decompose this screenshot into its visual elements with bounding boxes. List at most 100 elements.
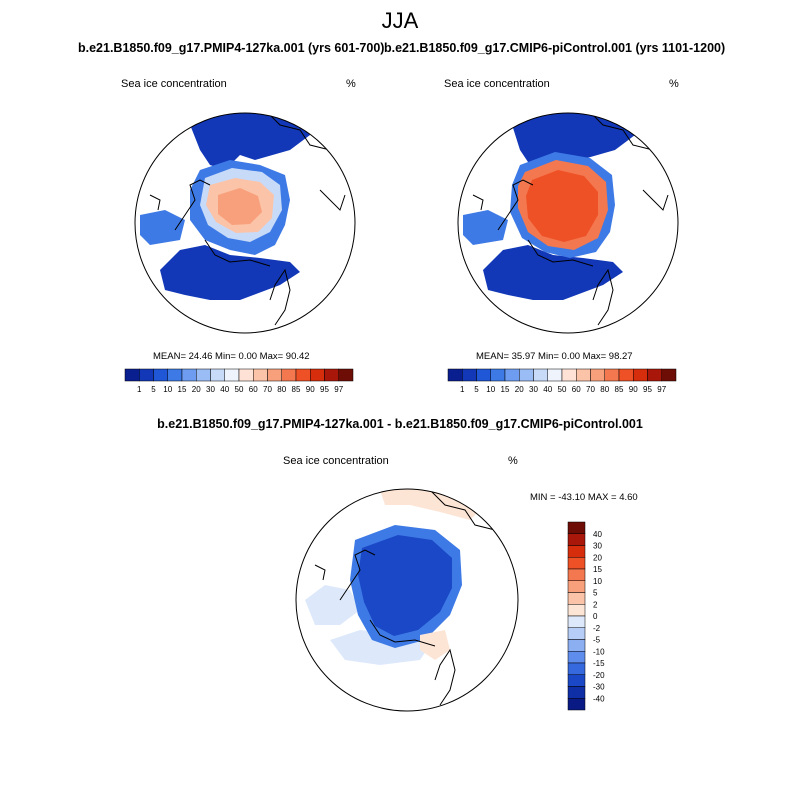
cbar2-swatch: [490, 368, 506, 382]
cbar3-tick-label: 15: [593, 565, 602, 574]
cbar2-swatch: [618, 368, 634, 382]
cbar3-swatch: [567, 674, 586, 687]
cbar2-tick-label: 85: [615, 385, 624, 394]
cbar1-tick-label: 60: [249, 385, 258, 394]
cbar1-tick-label: 5: [151, 385, 156, 394]
panel-2-title: b.e21.B1850.f09_g17.CMIP6-piControl.001 …: [384, 41, 726, 55]
cbar1-swatch: [124, 368, 140, 382]
cbar1-tick-label: 90: [306, 385, 315, 394]
cbar2-tick-label: 20: [515, 385, 524, 394]
cbar1-swatch: [196, 368, 211, 382]
cbar2-swatch: [661, 368, 677, 382]
cbar2-swatch: [447, 368, 463, 382]
cbar3-swatch: [567, 627, 586, 640]
panel-2-variable-label: Sea ice concentration: [444, 78, 550, 90]
cbar2-tick-label: 30: [529, 385, 538, 394]
p1-ice-baffin: [160, 245, 300, 300]
cbar1-tick-label: 10: [163, 385, 172, 394]
cbar1-tick-label: 20: [192, 385, 201, 394]
cbar1-swatch: [181, 368, 197, 382]
cbar3-swatch: [567, 686, 586, 699]
cbar1-tick-label: 30: [206, 385, 215, 394]
cbar3-tick-label: 40: [593, 530, 602, 539]
cbar2-tick-label: 80: [600, 385, 609, 394]
cbar2-tick-label: 95: [643, 385, 652, 394]
p2-ice-baffin: [483, 245, 623, 300]
panel-1-stats: MEAN= 24.46 Min= 0.00 Max= 90.42: [153, 351, 310, 362]
cbar2-swatch: [519, 368, 534, 382]
panel-1-variable-label: Sea ice concentration: [121, 78, 227, 90]
cbar1-swatch: [281, 368, 297, 382]
cbar2-tick-label: 10: [486, 385, 495, 394]
cbar2-swatch: [462, 368, 477, 382]
cbar1-tick-label: 97: [334, 385, 343, 394]
cbar3-tick-label: 5: [593, 589, 598, 598]
cbar2-swatch: [590, 368, 605, 382]
cbar1-swatch: [167, 368, 183, 382]
cbar3-swatch: [567, 545, 586, 558]
cbar3-tick-label: -20: [593, 671, 605, 680]
panel-3-title: b.e21.B1850.f09_g17.PMIP4-127ka.001 - b.…: [157, 417, 643, 431]
cbar3-swatch: [567, 580, 586, 593]
cbar2-swatch: [604, 368, 620, 382]
cbar3-tick-label: -30: [593, 683, 605, 692]
cbar2-tick-label: 40: [543, 385, 552, 394]
panel-3-map: [295, 488, 519, 712]
cbar1-swatch: [153, 368, 168, 382]
panel-2-units-label: %: [669, 78, 679, 90]
p2-ice-high: [526, 170, 598, 242]
cbar2-tick-label: 1: [460, 385, 465, 394]
p3-pos-east: [420, 630, 450, 660]
cbar3-swatch: [567, 604, 586, 617]
cbar3-tick-label: 10: [593, 577, 602, 586]
cbar2-swatch: [633, 368, 648, 382]
cbar1-tick-label: 70: [263, 385, 272, 394]
cbar1-tick-label: 95: [320, 385, 329, 394]
cbar1-swatch: [139, 368, 154, 382]
cbar1-swatch: [210, 368, 225, 382]
cbar3-tick-label: -2: [593, 624, 601, 633]
cbar3-tick-label: -40: [593, 694, 605, 703]
cbar1-tick-label: 80: [277, 385, 286, 394]
cbar1-tick-label: 1: [137, 385, 142, 394]
cbar3-tick-label: -15: [593, 659, 605, 668]
p1-ice-high: [218, 188, 262, 225]
cbar3-swatch: [567, 651, 586, 664]
p1-ice-hudson: [140, 210, 185, 245]
cbar2-tick-label: 5: [474, 385, 479, 394]
cbar3-swatch: [567, 568, 586, 581]
cbar3-tick-label: 30: [593, 542, 602, 551]
cbar1-swatch: [224, 368, 240, 382]
cbar3-swatch: [567, 592, 586, 605]
panel-1-units-label: %: [346, 78, 356, 90]
cbar2-tick-label: 97: [657, 385, 666, 394]
cbar1-swatch: [310, 368, 325, 382]
cbar2-swatch: [476, 368, 491, 382]
cbar3-swatch: [567, 615, 586, 628]
p3-light-baffin: [305, 585, 360, 625]
p3-core: [358, 535, 452, 636]
cbar3-tick-label: 2: [593, 600, 598, 609]
cbar1-swatch: [338, 368, 354, 382]
cbar3-tick-label: 20: [593, 553, 602, 562]
cbar2-swatch: [561, 368, 577, 382]
cbar3-swatch: [567, 557, 586, 570]
cbar1-tick-label: 85: [292, 385, 301, 394]
cbar2-tick-label: 15: [501, 385, 510, 394]
cbar2-tick-label: 60: [572, 385, 581, 394]
cbar2-swatch: [647, 368, 662, 382]
cbar2-tick-label: 70: [586, 385, 595, 394]
panel-3-stats: MIN = -43.10 MAX = 4.60: [530, 492, 638, 503]
cbar1-swatch: [238, 368, 254, 382]
cbar3-tick-label: 0: [593, 612, 598, 621]
cbar1-tick-label: 15: [178, 385, 187, 394]
panel-2-colorbar: 1 5 10 15 20 30 40 50 60 70 80 85 90 95 97: [447, 368, 677, 394]
panel-1-map: [134, 112, 356, 334]
cbar3-swatch: [567, 662, 586, 675]
cbar2-swatch: [576, 368, 591, 382]
cbar2-swatch: [533, 368, 548, 382]
cbar1-tick-label: 50: [235, 385, 244, 394]
cbar3-tick-label: -5: [593, 636, 601, 645]
